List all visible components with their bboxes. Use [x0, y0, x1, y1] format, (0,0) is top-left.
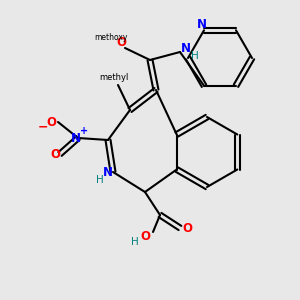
Text: O: O [116, 35, 126, 49]
Text: H: H [191, 51, 199, 61]
Text: H: H [131, 237, 139, 247]
Text: methyl: methyl [99, 73, 129, 82]
Text: methoxy: methoxy [94, 34, 128, 43]
Text: N: N [103, 166, 113, 178]
Text: N: N [197, 18, 207, 31]
Text: O: O [140, 230, 150, 244]
Text: O: O [182, 221, 192, 235]
Text: O: O [50, 148, 60, 160]
Text: O: O [46, 116, 56, 128]
Text: N: N [181, 43, 191, 56]
Text: −: − [38, 121, 48, 134]
Text: H: H [96, 175, 104, 185]
Text: +: + [80, 126, 88, 136]
Text: N: N [71, 131, 81, 145]
